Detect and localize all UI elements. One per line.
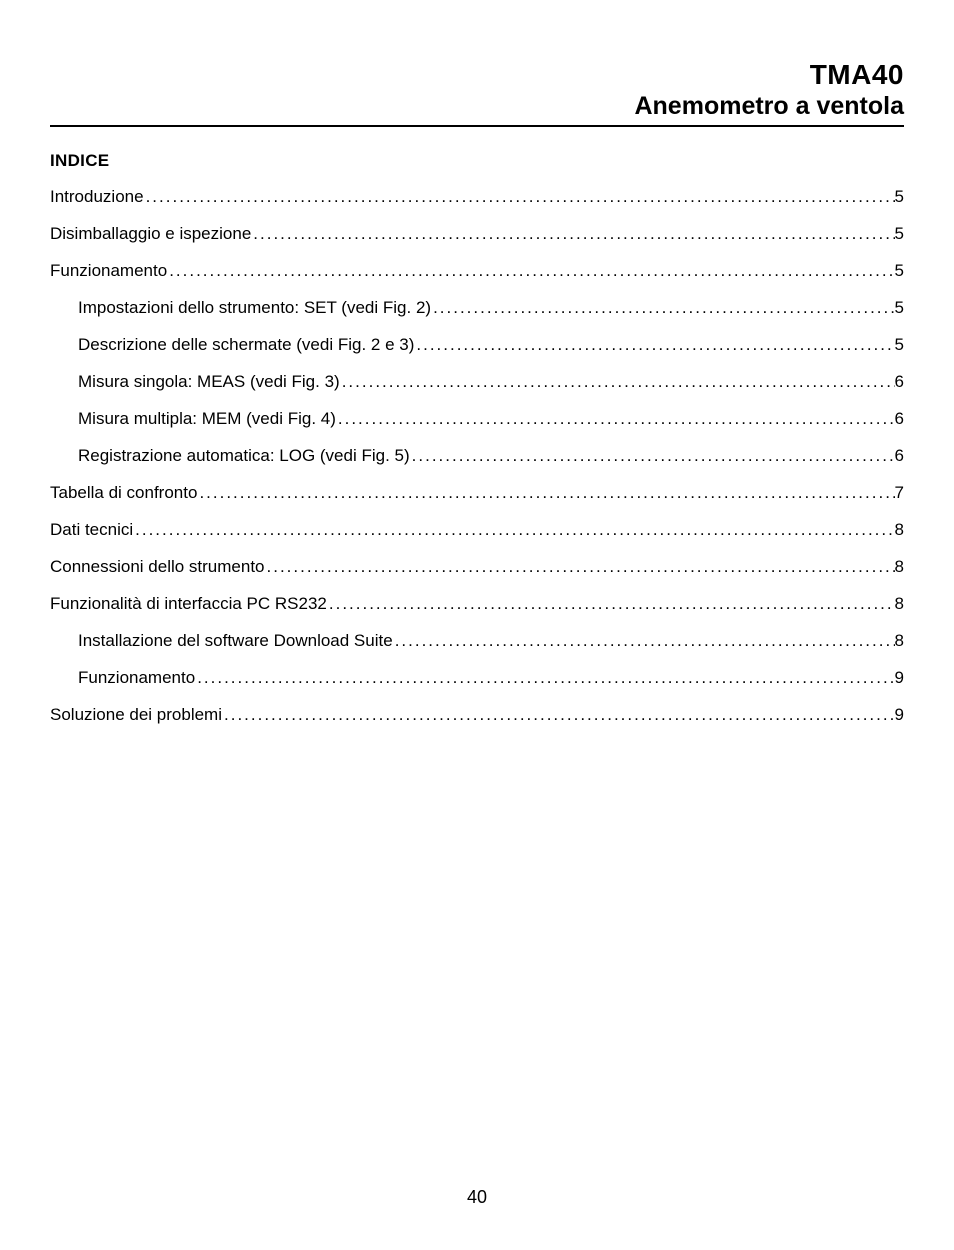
toc-leader-dots	[431, 298, 894, 318]
toc-entry-page: 8	[895, 594, 904, 614]
toc-entry-page: 8	[895, 631, 904, 651]
toc-entry-page: 9	[895, 668, 904, 688]
toc-row: Impostazioni dello strumento: SET (vedi …	[50, 298, 904, 318]
toc-entry-label: Registrazione automatica: LOG (vedi Fig.…	[78, 446, 410, 466]
toc-row: Funzionalità di interfaccia PC RS232 8	[50, 594, 904, 614]
toc-entry-label: Installazione del software Download Suit…	[78, 631, 393, 651]
page-header: TMA40 Anemometro a ventola	[50, 60, 904, 127]
toc-entry-label: Tabella di confronto	[50, 483, 197, 503]
toc-leader-dots	[197, 483, 894, 503]
toc-entry-page: 7	[895, 483, 904, 503]
product-subtitle: Anemometro a ventola	[50, 91, 904, 121]
page-number: 40	[0, 1187, 954, 1208]
toc-entry-page: 5	[895, 261, 904, 281]
toc-row: Funzionamento 9	[50, 668, 904, 688]
toc-row: Soluzione dei problemi 9	[50, 705, 904, 725]
toc-entry-page: 5	[895, 187, 904, 207]
toc-entry-label: Misura singola: MEAS (vedi Fig. 3)	[78, 372, 340, 392]
toc-row: Introduzione 5	[50, 187, 904, 207]
toc-row: Disimballaggio e ispezione 5	[50, 224, 904, 244]
toc-entry-label: Funzionamento	[78, 668, 195, 688]
toc-entry-label: Funzionamento	[50, 261, 167, 281]
toc-row: Funzionamento 5	[50, 261, 904, 281]
toc-row: Installazione del software Download Suit…	[50, 631, 904, 651]
toc-entry-label: Misura multipla: MEM (vedi Fig. 4)	[78, 409, 336, 429]
toc-row: Misura multipla: MEM (vedi Fig. 4) 6	[50, 409, 904, 429]
toc-entry-page: 5	[895, 335, 904, 355]
toc-entry-label: Descrizione delle schermate (vedi Fig. 2…	[78, 335, 414, 355]
toc-leader-dots	[393, 631, 895, 651]
toc-entry-label: Introduzione	[50, 187, 144, 207]
toc-entry-page: 6	[895, 409, 904, 429]
toc-leader-dots	[222, 705, 895, 725]
toc-heading: INDICE	[50, 151, 904, 171]
toc-leader-dots	[336, 409, 895, 429]
toc-row: Descrizione delle schermate (vedi Fig. 2…	[50, 335, 904, 355]
toc-leader-dots	[144, 187, 895, 207]
toc-entry-page: 6	[895, 446, 904, 466]
document-page: TMA40 Anemometro a ventola INDICE Introd…	[0, 0, 954, 1250]
toc-leader-dots	[265, 557, 895, 577]
toc-entry-page: 5	[895, 298, 904, 318]
toc-entry-label: Disimballaggio e ispezione	[50, 224, 251, 244]
toc-entry-label: Impostazioni dello strumento: SET (vedi …	[78, 298, 431, 318]
toc-entry-page: 5	[895, 224, 904, 244]
toc-row: Tabella di confronto 7	[50, 483, 904, 503]
table-of-contents: Introduzione 5 Disimballaggio e ispezione 5…	[50, 187, 904, 725]
toc-entry-page: 8	[895, 520, 904, 540]
toc-leader-dots	[133, 520, 894, 540]
toc-row: Connessioni dello strumento 8	[50, 557, 904, 577]
toc-entry-label: Dati tecnici	[50, 520, 133, 540]
toc-leader-dots	[414, 335, 894, 355]
toc-row: Misura singola: MEAS (vedi Fig. 3) 6	[50, 372, 904, 392]
toc-row: Dati tecnici 8	[50, 520, 904, 540]
toc-entry-page: 8	[895, 557, 904, 577]
toc-entry-page: 6	[895, 372, 904, 392]
toc-leader-dots	[327, 594, 895, 614]
toc-entry-label: Funzionalità di interfaccia PC RS232	[50, 594, 327, 614]
toc-entry-page: 9	[895, 705, 904, 725]
toc-row: Registrazione automatica: LOG (vedi Fig.…	[50, 446, 904, 466]
product-model: TMA40	[50, 60, 904, 91]
toc-leader-dots	[251, 224, 894, 244]
toc-entry-label: Connessioni dello strumento	[50, 557, 265, 577]
toc-leader-dots	[195, 668, 894, 688]
toc-entry-label: Soluzione dei problemi	[50, 705, 222, 725]
toc-leader-dots	[410, 446, 895, 466]
toc-leader-dots	[167, 261, 894, 281]
toc-leader-dots	[340, 372, 895, 392]
